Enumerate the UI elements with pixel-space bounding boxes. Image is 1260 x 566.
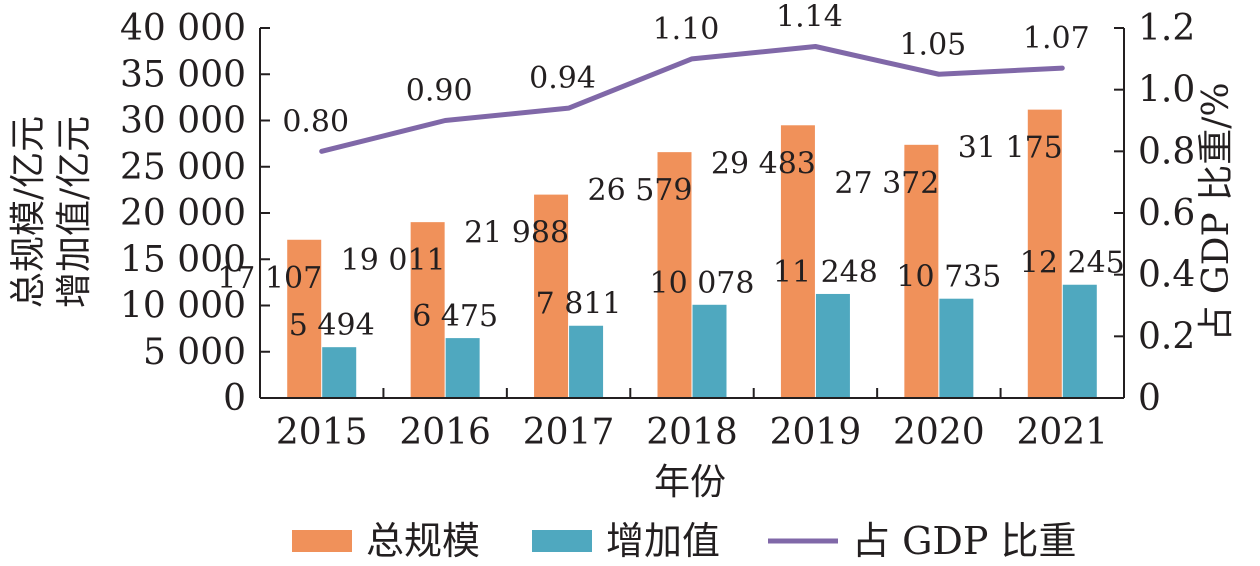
y-axis-left-title-1: 总规模/亿元 xyxy=(8,116,49,308)
x-axis-title: 年份 xyxy=(654,462,726,503)
y-axis-right-title: 占 GDP 比重/% xyxy=(1196,82,1237,341)
y-axis-left-title-2: 增加值/亿元 xyxy=(54,116,95,308)
y-right-tick-label: 1.2 xyxy=(1138,8,1195,49)
bar-added-2019 xyxy=(815,293,850,398)
y-right-tick-label: 0.4 xyxy=(1138,255,1195,296)
bar-total-2018 xyxy=(657,152,692,398)
data-label-total: 29 483 xyxy=(711,146,816,181)
bar-added-2021 xyxy=(1062,284,1097,398)
y-left-tick-label: 5 000 xyxy=(143,332,246,373)
data-label-total: 21 988 xyxy=(464,216,569,251)
bar-total-2020 xyxy=(904,144,939,398)
data-label-total: 26 579 xyxy=(588,173,693,208)
legend-label-total: 总规模 xyxy=(366,519,480,563)
y-left-tick-label: 40 000 xyxy=(120,8,246,49)
x-tick-label: 2019 xyxy=(770,412,862,453)
data-label-gdp-share: 1.14 xyxy=(776,0,843,35)
y-left-tick-label: 30 000 xyxy=(120,101,246,142)
y-left-tick-label: 25 000 xyxy=(120,147,246,188)
data-label-gdp-share: 1.05 xyxy=(899,27,966,62)
x-tick-label: 2018 xyxy=(646,412,738,453)
bar-total-2016 xyxy=(410,222,445,398)
bar-added-2017 xyxy=(569,325,604,398)
data-label-gdp-share: 0.80 xyxy=(282,104,349,139)
y-right-tick-label: 0.8 xyxy=(1138,131,1195,172)
bar-total-2017 xyxy=(534,194,569,398)
axes-layer: 0 5 000 10 000 15 000 20 000 25 000 30 000 35 0… xyxy=(120,8,1195,453)
data-label-added: 6 475 xyxy=(412,299,498,334)
bar-total-2015 xyxy=(287,239,322,398)
x-tick-label: 2016 xyxy=(399,412,491,453)
y-right-tick-label: 0 xyxy=(1138,378,1161,419)
y-right-tick-label: 0.6 xyxy=(1138,193,1195,234)
y-left-tick-label: 15 000 xyxy=(120,239,246,280)
data-label-gdp-share: 1.07 xyxy=(1023,21,1090,56)
y-left-tick-label: 0 xyxy=(223,378,246,419)
x-tick-label: 2015 xyxy=(276,412,368,453)
bars-layer xyxy=(287,109,1097,398)
data-label-added: 7 811 xyxy=(536,287,622,322)
data-label-gdp-share: 1.10 xyxy=(653,12,720,47)
bar-total-2021 xyxy=(1027,109,1062,398)
bar-added-2020 xyxy=(939,298,974,398)
y-axis-left-title: 总规模/亿元 增加值/亿元 xyxy=(8,116,95,308)
data-label-gdp-share: 0.94 xyxy=(529,61,596,96)
data-label-added: 12 245 xyxy=(1020,246,1125,281)
y-left-tick-label: 35 000 xyxy=(120,54,246,95)
bar-total-2019 xyxy=(780,125,815,398)
legend-label-gdp-share: 占 GDP 比重 xyxy=(852,519,1077,563)
bar-added-2018 xyxy=(692,304,727,398)
data-label-total: 19 011 xyxy=(341,243,446,278)
line-layer xyxy=(319,44,1065,154)
data-label-total: 31 175 xyxy=(958,131,1063,166)
x-tick-label: 2020 xyxy=(893,412,985,453)
y-left-tick-label: 20 000 xyxy=(120,193,246,234)
data-label-total: 27 372 xyxy=(834,166,939,201)
data-label-total: 17 107 xyxy=(217,261,322,296)
data-label-added: 10 735 xyxy=(896,260,1001,295)
data-labels-layer: 17 107 5 494 0.80 19 011 6 475 0.90 21 988 7 81… xyxy=(217,0,1125,343)
bar-added-2015 xyxy=(322,347,357,398)
data-label-added: 5 494 xyxy=(289,308,375,343)
data-label-added: 11 248 xyxy=(773,255,878,290)
x-tick-label: 2021 xyxy=(1016,412,1108,453)
legend: 总规模 增加值 占 GDP 比重 xyxy=(292,519,1077,563)
y-right-tick-label: 0.2 xyxy=(1138,316,1195,357)
data-label-gdp-share: 0.90 xyxy=(406,74,473,109)
bar-added-2016 xyxy=(445,338,480,398)
line-gdp-share xyxy=(319,44,1065,154)
legend-swatch-added xyxy=(532,530,592,552)
data-label-added: 10 078 xyxy=(650,266,755,301)
legend-label-added: 增加值 xyxy=(606,519,720,563)
y-left-tick-label: 10 000 xyxy=(120,286,246,327)
legend-swatch-total xyxy=(292,530,352,552)
x-tick-label: 2017 xyxy=(523,412,615,453)
y-right-tick-label: 1.0 xyxy=(1138,70,1195,111)
